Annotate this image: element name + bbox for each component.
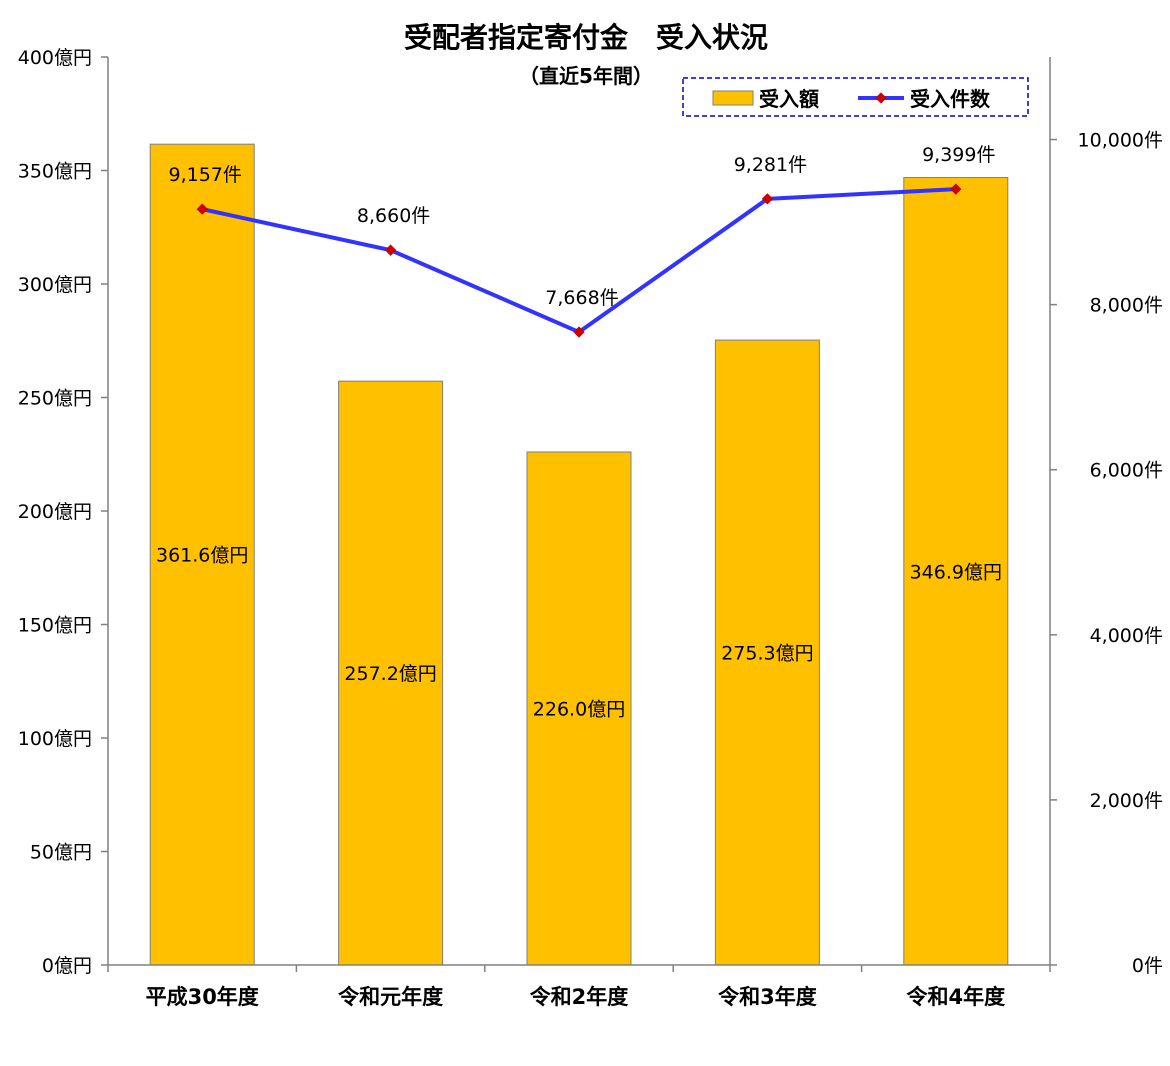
- bar-5: [903, 177, 1009, 966]
- x-category-label: 平成30年度: [146, 985, 259, 1009]
- legend: 受入額 受入件数: [682, 77, 1029, 117]
- axes: 0億円 50億円 100億円 150億円 200億円 250億円 300億円 350億円 400…: [18, 47, 1163, 1009]
- y-right-tick-label: 4,000件: [1090, 625, 1163, 647]
- line-value-label: 7,668件: [545, 287, 618, 309]
- y-left-tick-label: 250億円: [18, 388, 92, 410]
- x-category-label: 令和3年度: [718, 985, 817, 1009]
- line-point-2: [384, 244, 397, 256]
- line-value-label: 9,281件: [734, 154, 807, 176]
- chart-subtitle: （直近5年間）: [519, 64, 653, 88]
- chart-title: 受配者指定寄付金 受入状況: [404, 21, 768, 54]
- line-point-4: [761, 193, 774, 205]
- bar-4: [714, 339, 820, 966]
- y-left-tick-label: 150億円: [18, 615, 92, 637]
- bar-value-label: 275.3億円: [721, 643, 813, 665]
- line-value-label: 8,660件: [357, 205, 430, 227]
- line-point-5: [950, 183, 962, 195]
- line-value-label: 9,157件: [168, 164, 241, 186]
- y-left-tick-label: 400億円: [18, 47, 92, 69]
- y-right-tick-label: 2,000件: [1090, 790, 1163, 812]
- bar-2: [338, 380, 444, 966]
- bar-value-label: 257.2億円: [344, 663, 436, 685]
- x-category-label: 令和4年度: [906, 985, 1005, 1009]
- y-left-tick-label: 200億円: [18, 501, 92, 523]
- legend-line-label: 受入件数: [910, 87, 991, 111]
- bar-3: [526, 451, 632, 966]
- legend-bar-swatch: [712, 90, 754, 106]
- count-line: [201, 187, 956, 335]
- y-left-tick-label: 100億円: [18, 728, 92, 750]
- y-right-tick-label: 8,000件: [1090, 295, 1163, 317]
- line-series: [196, 183, 962, 338]
- y-left-tick-label: 300億円: [18, 274, 92, 296]
- data-labels: 361.6億円 257.2億円 226.0億円 275.3億円 346.9億円 9,157…: [156, 144, 1002, 720]
- bar-value-label: 346.9億円: [910, 561, 1002, 583]
- y-right-tick-label: 6,000件: [1090, 460, 1163, 482]
- y-left-tick-label: 50億円: [30, 842, 92, 864]
- y-right-tick-label: 10,000件: [1078, 130, 1163, 152]
- line-value-label: 9,399件: [922, 144, 995, 166]
- x-category-label: 令和元年度: [338, 985, 443, 1009]
- bar-value-label: 361.6億円: [156, 545, 248, 567]
- y-left-tick-label: 350億円: [18, 161, 92, 183]
- legend-bar-label: 受入額: [759, 87, 819, 111]
- bar-value-label: 226.0億円: [533, 698, 625, 720]
- line-point-1: [196, 203, 208, 215]
- bar-1: [149, 143, 255, 966]
- line-point-3: [573, 326, 585, 338]
- y-right-tick-label: 0件: [1132, 955, 1163, 977]
- y-left-tick-label: 0億円: [42, 955, 92, 977]
- bar-series: [149, 143, 1009, 966]
- x-category-label: 令和2年度: [530, 985, 629, 1009]
